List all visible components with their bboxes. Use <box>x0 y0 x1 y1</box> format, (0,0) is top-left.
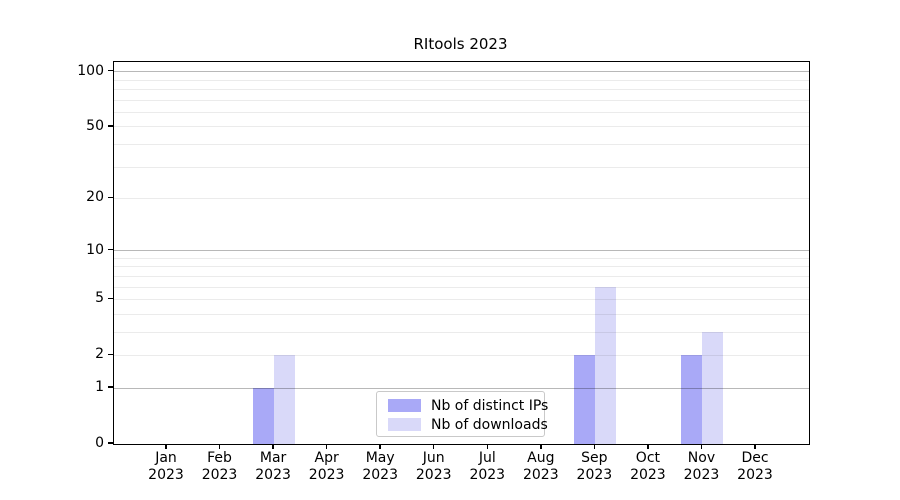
x-tick-label: Mar 2023 <box>231 450 315 484</box>
minor-gridline <box>114 257 809 259</box>
chart-title: RItools 2023 <box>413 35 508 53</box>
bar-distinct-ips <box>253 388 275 444</box>
y-tick-mark <box>108 442 113 444</box>
x-tick-label: Aug 2023 <box>499 450 583 484</box>
x-tick-label: Oct 2023 <box>606 450 690 484</box>
y-tick-mark <box>108 353 113 356</box>
x-tick-month: Jul <box>478 450 496 466</box>
x-tick-mark <box>647 444 649 449</box>
legend-swatch-downloads <box>388 418 421 431</box>
x-tick-mark <box>325 444 328 449</box>
x-tick-year: 2023 <box>308 467 345 483</box>
bar-downloads <box>702 332 724 444</box>
x-tick-label: Sep 2023 <box>552 450 636 484</box>
x-tick-year: 2023 <box>362 467 398 483</box>
x-tick-month: Apr <box>314 450 339 466</box>
y-tick-label: 100 <box>77 62 104 79</box>
major-gridline <box>114 387 809 389</box>
x-tick-label: Nov 2023 <box>659 450 743 484</box>
x-tick-year: 2023 <box>201 467 238 483</box>
minor-gridline <box>114 286 809 288</box>
x-tick-year: 2023 <box>469 467 506 483</box>
x-tick-label: Jul 2023 <box>445 450 529 484</box>
y-tick-label: 0 <box>95 435 104 451</box>
x-tick-label: Dec 2023 <box>713 450 797 484</box>
x-tick-mark <box>433 444 435 449</box>
x-tick-year: 2023 <box>415 467 452 483</box>
legend-label-distinct-ips: Nb of distinct IPs <box>431 397 549 414</box>
legend-item-downloads: Nb of downloads <box>377 415 548 434</box>
x-tick-mark <box>754 444 756 449</box>
x-tick-month: Dec <box>741 450 769 466</box>
y-tick-label: 1 <box>95 379 104 396</box>
y-tick-mark <box>108 248 113 251</box>
x-tick-label: Apr 2023 <box>285 450 369 484</box>
x-tick-label: Jan 2023 <box>124 450 208 484</box>
minor-gridline <box>114 126 809 128</box>
x-tick-month: Jan <box>155 450 177 466</box>
minor-gridline <box>114 111 809 113</box>
y-tick-label: 5 <box>95 290 104 307</box>
minor-gridline <box>114 79 809 81</box>
x-tick-mark <box>272 444 274 449</box>
minor-gridline <box>114 89 809 91</box>
bar-distinct-ips <box>681 355 703 444</box>
plot-area <box>113 61 810 445</box>
minor-gridline <box>114 354 809 356</box>
minor-gridline <box>114 166 809 168</box>
y-tick-label: 2 <box>95 346 104 363</box>
y-tick-mark <box>108 386 113 388</box>
x-tick-month: Sep <box>581 450 608 466</box>
bar-downloads <box>274 355 296 444</box>
x-tick-mark <box>218 444 221 449</box>
y-tick-mark <box>108 125 113 127</box>
x-tick-month: Aug <box>527 450 555 466</box>
x-tick-year: 2023 <box>576 467 613 483</box>
y-tick-label: 50 <box>86 117 104 134</box>
x-tick-mark <box>700 444 703 449</box>
x-tick-mark <box>593 444 596 449</box>
x-tick-month: Mar <box>259 450 287 466</box>
x-tick-mark <box>486 444 488 449</box>
legend: Nb of distinct IPs Nb of downloads <box>376 391 548 437</box>
x-tick-label: Feb 2023 <box>178 450 262 484</box>
legend-swatch-distinct-ips <box>388 399 421 412</box>
y-tick-mark <box>108 70 113 72</box>
x-tick-year: 2023 <box>737 467 773 483</box>
legend-label-downloads: Nb of downloads <box>431 416 548 433</box>
x-tick-year: 2023 <box>148 467 184 483</box>
y-tick-mark <box>108 297 113 300</box>
x-tick-label: Jun 2023 <box>392 450 476 484</box>
major-gridline <box>114 250 809 252</box>
x-tick-mark <box>540 444 542 449</box>
x-tick-year: 2023 <box>255 467 291 483</box>
minor-gridline <box>114 313 809 315</box>
x-tick-month: Oct <box>635 450 661 466</box>
minor-gridline <box>114 331 809 333</box>
y-tick-label: 20 <box>86 189 104 206</box>
x-tick-mark <box>165 444 167 449</box>
minor-gridline <box>114 143 809 145</box>
major-gridline <box>114 71 809 73</box>
x-tick-month: May <box>365 450 395 466</box>
y-tick-mark <box>108 196 113 199</box>
minor-gridline <box>114 99 809 101</box>
bar-distinct-ips <box>574 355 596 444</box>
x-tick-year: 2023 <box>630 467 666 483</box>
bar-downloads <box>595 287 617 444</box>
minor-gridline <box>114 275 809 277</box>
minor-gridline <box>114 298 809 300</box>
x-tick-month: Feb <box>207 450 232 466</box>
x-tick-month: Jun <box>422 450 445 466</box>
y-tick-label: 10 <box>86 241 104 258</box>
minor-gridline <box>114 266 809 268</box>
x-tick-year: 2023 <box>522 467 559 483</box>
x-tick-year: 2023 <box>683 467 720 483</box>
legend-item-distinct-ips: Nb of distinct IPs <box>377 396 548 415</box>
x-tick-label: May 2023 <box>338 450 422 484</box>
x-tick-mark <box>379 444 381 449</box>
x-tick-month: Nov <box>687 450 716 466</box>
minor-gridline <box>114 197 809 199</box>
